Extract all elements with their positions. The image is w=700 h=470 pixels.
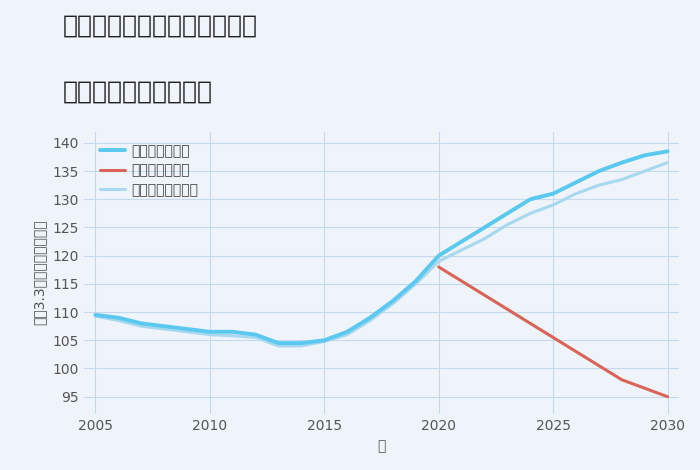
バッドシナリオ [435, 264, 443, 270]
グッドシナリオ [298, 340, 306, 346]
グッドシナリオ [389, 298, 397, 304]
ノーマルシナリオ [251, 335, 260, 340]
ノーマルシナリオ [228, 333, 237, 338]
グッドシナリオ [366, 315, 375, 321]
グッドシナリオ [572, 180, 580, 185]
ノーマルシナリオ [298, 343, 306, 349]
Text: 中古戸建ての価格推移: 中古戸建ての価格推移 [63, 80, 213, 104]
バッドシナリオ [617, 377, 626, 383]
グッドシナリオ [343, 329, 351, 335]
ノーマルシナリオ [503, 222, 512, 227]
ノーマルシナリオ [617, 177, 626, 182]
バッドシナリオ [595, 363, 603, 368]
バッドシナリオ [526, 321, 535, 326]
ノーマルシナリオ [572, 191, 580, 196]
バッドシナリオ [457, 278, 466, 284]
グッドシナリオ [137, 321, 146, 326]
Text: 兵庫県西宮市甲子園五番町の: 兵庫県西宮市甲子園五番町の [63, 14, 258, 38]
グッドシナリオ [320, 337, 328, 343]
ノーマルシナリオ [480, 236, 489, 242]
グッドシナリオ [206, 329, 214, 335]
ノーマルシナリオ [595, 182, 603, 188]
ノーマルシナリオ [366, 318, 375, 323]
ノーマルシナリオ [160, 326, 168, 332]
ノーマルシナリオ [549, 202, 557, 208]
グッドシナリオ [435, 253, 443, 258]
Line: バッドシナリオ: バッドシナリオ [439, 267, 668, 397]
グッドシナリオ [617, 160, 626, 165]
Line: ノーマルシナリオ: ノーマルシナリオ [95, 163, 668, 346]
ノーマルシナリオ [91, 313, 99, 319]
ノーマルシナリオ [114, 318, 122, 323]
グッドシナリオ [114, 315, 122, 321]
バッドシナリオ [480, 292, 489, 298]
ノーマルシナリオ [435, 258, 443, 264]
グッドシナリオ [412, 278, 420, 284]
グッドシナリオ [251, 332, 260, 337]
グッドシナリオ [91, 312, 99, 318]
ノーマルシナリオ [457, 247, 466, 253]
グッドシナリオ [640, 152, 649, 158]
ノーマルシナリオ [640, 168, 649, 174]
グッドシナリオ [228, 329, 237, 335]
グッドシナリオ [595, 168, 603, 174]
グッドシナリオ [183, 326, 191, 332]
グッドシナリオ [457, 239, 466, 244]
グッドシナリオ [549, 191, 557, 196]
グッドシナリオ [274, 340, 283, 346]
ノーマルシナリオ [183, 329, 191, 335]
ノーマルシナリオ [412, 281, 420, 287]
グッドシナリオ [160, 323, 168, 329]
ノーマルシナリオ [526, 211, 535, 216]
ノーマルシナリオ [274, 343, 283, 349]
Legend: グッドシナリオ, バッドシナリオ, ノーマルシナリオ: グッドシナリオ, バッドシナリオ, ノーマルシナリオ [97, 141, 202, 200]
Line: グッドシナリオ: グッドシナリオ [95, 151, 668, 343]
グッドシナリオ [503, 211, 512, 216]
ノーマルシナリオ [320, 338, 328, 344]
バッドシナリオ [664, 394, 672, 399]
バッドシナリオ [549, 335, 557, 340]
X-axis label: 年: 年 [377, 439, 386, 453]
Y-axis label: 坪（3.3㎡）単価（万円）: 坪（3.3㎡）単価（万円） [32, 220, 46, 325]
ノーマルシナリオ [137, 323, 146, 329]
バッドシナリオ [572, 349, 580, 354]
ノーマルシナリオ [343, 332, 351, 337]
グッドシナリオ [480, 225, 489, 230]
グッドシナリオ [664, 149, 672, 154]
ノーマルシナリオ [206, 332, 214, 337]
グッドシナリオ [526, 196, 535, 202]
ノーマルシナリオ [664, 160, 672, 165]
ノーマルシナリオ [389, 301, 397, 306]
バッドシナリオ [503, 306, 512, 312]
バッドシナリオ [640, 385, 649, 391]
